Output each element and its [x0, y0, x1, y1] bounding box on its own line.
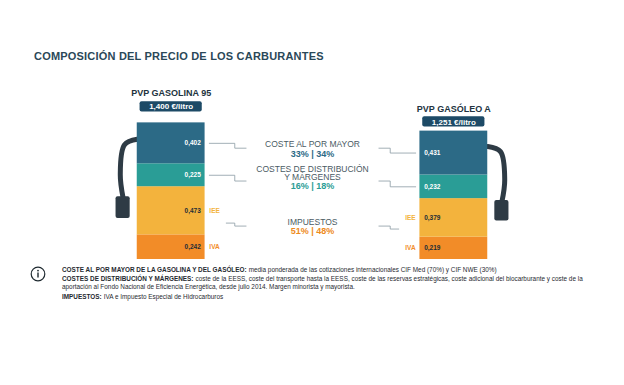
svg-text:16% | 18%: 16% | 18% [291, 181, 335, 191]
html-text:IMPUESTOS: IVA e Impuesto Espe: IMPUESTOS: IVA e Impuesto Especial de Hi… [62, 292, 224, 300]
svg-text:1,251 €/litro: 1,251 €/litro [432, 118, 476, 127]
html-text:COMPOSICIÓN DEL PRECIO DE LOS: COMPOSICIÓN DEL PRECIO DE LOS CARBURANTE… [34, 50, 324, 62]
svg-text:IMPUESTOS: IMPUESTOS [287, 217, 338, 228]
svg-text:0,431: 0,431 [424, 149, 441, 157]
svg-text:IEE: IEE [209, 207, 220, 214]
svg-text:0,473: 0,473 [185, 207, 202, 215]
svg-text:1,400 €/litro: 1,400 €/litro [149, 102, 193, 111]
svg-text:0,225: 0,225 [185, 171, 202, 179]
svg-text:0,232: 0,232 [424, 183, 441, 191]
html-text:COSTE AL POR MAYOR DE LA GASOL: COSTE AL POR MAYOR DE LA GASOLINA Y DEL … [62, 266, 497, 273]
svg-text:0,402: 0,402 [185, 139, 202, 147]
svg-text:0,242: 0,242 [185, 243, 202, 251]
html-text:COSTES DE DISTRIBUCIÓN Y MÁRGE: COSTES DE DISTRIBUCIÓN Y MÁRGENES: coste… [62, 275, 583, 291]
svg-text:COSTES DE DISTRIBUCIÓNY MÁRGEN: COSTES DE DISTRIBUCIÓNY MÁRGENES [256, 164, 368, 183]
svg-text:IVA: IVA [405, 244, 416, 251]
svg-text:33% | 34%: 33% | 34% [291, 149, 335, 159]
svg-text:0,219: 0,219 [424, 244, 441, 252]
svg-text:IEE: IEE [405, 214, 416, 221]
svg-text:PVP GASOLINA 95: PVP GASOLINA 95 [131, 88, 211, 98]
svg-text:0,379: 0,379 [424, 214, 441, 222]
svg-text:IVA: IVA [209, 243, 220, 250]
svg-text:PVP GASÓLEO A: PVP GASÓLEO A [417, 103, 492, 114]
svg-text:COSTE AL POR MAYOR: COSTE AL POR MAYOR [265, 139, 360, 150]
svg-text:51% | 48%: 51% | 48% [291, 226, 335, 236]
